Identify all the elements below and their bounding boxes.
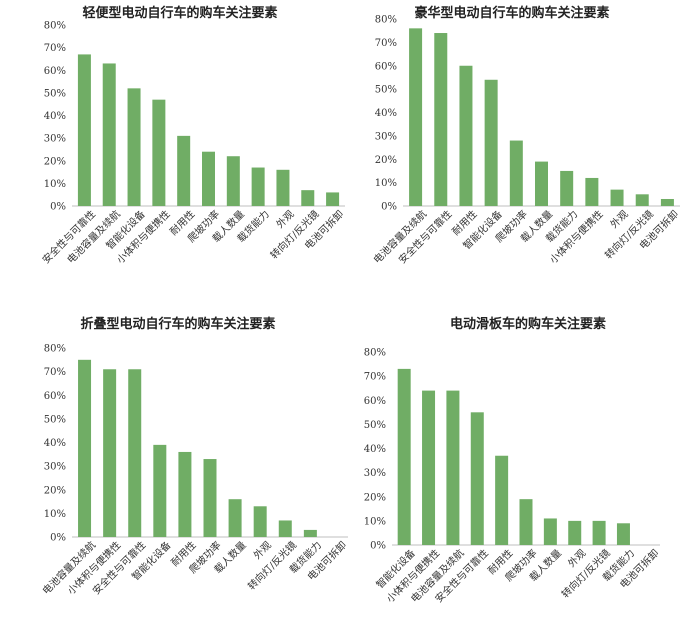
bar-4 (470, 412, 484, 545)
y-tick-label: 50% (44, 414, 66, 425)
y-tick-label: 50% (375, 85, 397, 96)
bar-2 (103, 369, 117, 537)
y-tick-label: 70% (364, 372, 386, 383)
bar-9 (610, 189, 624, 206)
y-tick-label: 50% (364, 420, 386, 431)
x-tick-label: 外观 (566, 547, 589, 570)
bar-1 (397, 368, 411, 545)
bar-6 (202, 151, 215, 206)
bar-7 (543, 518, 557, 545)
bar-1 (409, 28, 423, 206)
bar-6 (535, 161, 548, 206)
y-tick-label: 0% (370, 541, 386, 552)
bar-3 (459, 65, 473, 206)
bar-9 (592, 520, 606, 545)
bar-2 (434, 33, 448, 207)
y-tick-label: 70% (44, 43, 66, 54)
bar-11 (660, 198, 674, 206)
y-tick-label: 20% (375, 155, 397, 166)
bar-9 (276, 169, 290, 206)
bar-10 (635, 194, 649, 206)
bar-8 (251, 167, 265, 206)
bar-3 (446, 390, 460, 545)
y-tick-label: 80% (44, 21, 66, 32)
bar-10 (616, 523, 630, 545)
chart-panel-4: 电动滑板车的购车关注要素 0% 10% 20% 30% 40% 50% 60% 70% 80% 智能… (350, 310, 700, 629)
chart-title: 豪华型电动自行车的购车关注要素 (414, 5, 609, 21)
bar-2 (102, 63, 116, 207)
chart-svg: 折叠型电动自行车的购车关注要素 0% 10% 20% 30% 40% 50% 60% 70% 80… (40, 316, 350, 597)
bar-4 (152, 99, 166, 206)
y-tick-label: 70% (44, 367, 66, 378)
y-tick-label: 10% (375, 178, 397, 189)
y-tick-label: 30% (44, 134, 66, 145)
chart-title: 轻便型电动自行车的购车关注要素 (82, 5, 277, 21)
y-tick-label: 80% (364, 348, 386, 359)
bar-2 (422, 390, 436, 545)
y-tick-label: 70% (375, 38, 397, 49)
bar-5 (509, 140, 523, 206)
bar-8 (568, 520, 582, 545)
y-tick-label: 60% (375, 61, 397, 72)
y-tick-label: 10% (44, 509, 66, 520)
chart-svg: 电动滑板车的购车关注要素0%10%20%30%40%50%60%70%80%智能… (364, 316, 662, 605)
y-tick-label: 20% (364, 492, 386, 503)
bar-9 (278, 520, 292, 537)
y-tick-label: 60% (44, 391, 66, 402)
bar-3 (127, 88, 141, 206)
y-tick-label: 30% (44, 462, 66, 473)
y-tick-label: 20% (44, 485, 66, 496)
bar-8 (585, 177, 599, 206)
y-tick-label: 10% (364, 516, 386, 527)
chart-title: 电动滑板车的购车关注要素 (450, 316, 606, 332)
y-tick-label: 80% (44, 344, 66, 355)
x-tick-label: 外观 (274, 208, 297, 231)
y-tick-label: 40% (44, 438, 66, 449)
bar-7 (228, 499, 242, 537)
y-tick-label: 0% (50, 533, 66, 544)
y-tick-label: 60% (364, 396, 386, 407)
chart-title: 折叠型电动自行车的购车关注要素 (80, 316, 275, 332)
y-tick-label: 40% (44, 111, 66, 122)
bar-5 (495, 455, 509, 545)
bar-8 (253, 506, 267, 537)
y-tick-label: 0% (381, 202, 397, 213)
bar-10 (303, 529, 317, 537)
y-tick-label: 20% (44, 156, 66, 167)
x-tick-label: 外观 (608, 208, 631, 231)
y-tick-label: 40% (364, 444, 386, 455)
chart-svg: 轻便型电动自行车的购车关注要素 0% 10% 20% 30% 40% 50% 60% 70% 80… (39, 5, 346, 266)
bar-11 (326, 192, 340, 206)
y-tick-label: 80% (375, 15, 397, 26)
bar-4 (484, 79, 498, 206)
y-tick-label: 60% (44, 66, 66, 77)
chart-panel-3: 折叠型电动自行车的购车关注要素 0% 10% 20% 30% 40% 50% 60% 70% 80… (0, 310, 350, 629)
bar-10 (301, 190, 315, 206)
bar-7 (560, 170, 574, 206)
y-tick-label: 40% (375, 108, 397, 119)
bar-6 (519, 499, 533, 545)
chart-panel-2: 豪华型电动自行车的购车关注要素 0% 10% 20% 30% 40% 50% 60% 70% 80… (350, 0, 700, 300)
bar-5 (177, 135, 191, 206)
bar-1 (77, 54, 91, 206)
bar-1 (78, 359, 92, 537)
y-tick-label: 0% (50, 202, 66, 213)
x-tick-label: 外观 (251, 539, 274, 562)
chart-panel-1: 轻便型电动自行车的购车关注要素 0% 10% 20% 30% 40% 50% 60% 70% 80… (0, 0, 350, 300)
bar-6 (203, 459, 217, 537)
y-tick-label: 30% (364, 468, 386, 479)
bar-4 (153, 444, 167, 537)
bar-3 (128, 369, 142, 537)
y-tick-label: 10% (44, 179, 66, 190)
y-tick-label: 30% (375, 131, 397, 142)
y-tick-label: 50% (44, 88, 66, 99)
chart-svg: 豪华型电动自行车的购车关注要素 0% 10% 20% 30% 40% 50% 60% 70% 80… (371, 5, 682, 266)
bar-7 (226, 156, 240, 206)
bar-5 (178, 451, 192, 537)
